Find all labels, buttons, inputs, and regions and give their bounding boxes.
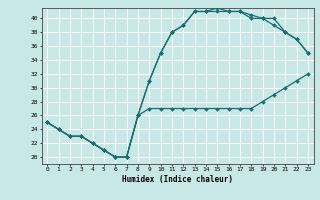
X-axis label: Humidex (Indice chaleur): Humidex (Indice chaleur)	[122, 175, 233, 184]
